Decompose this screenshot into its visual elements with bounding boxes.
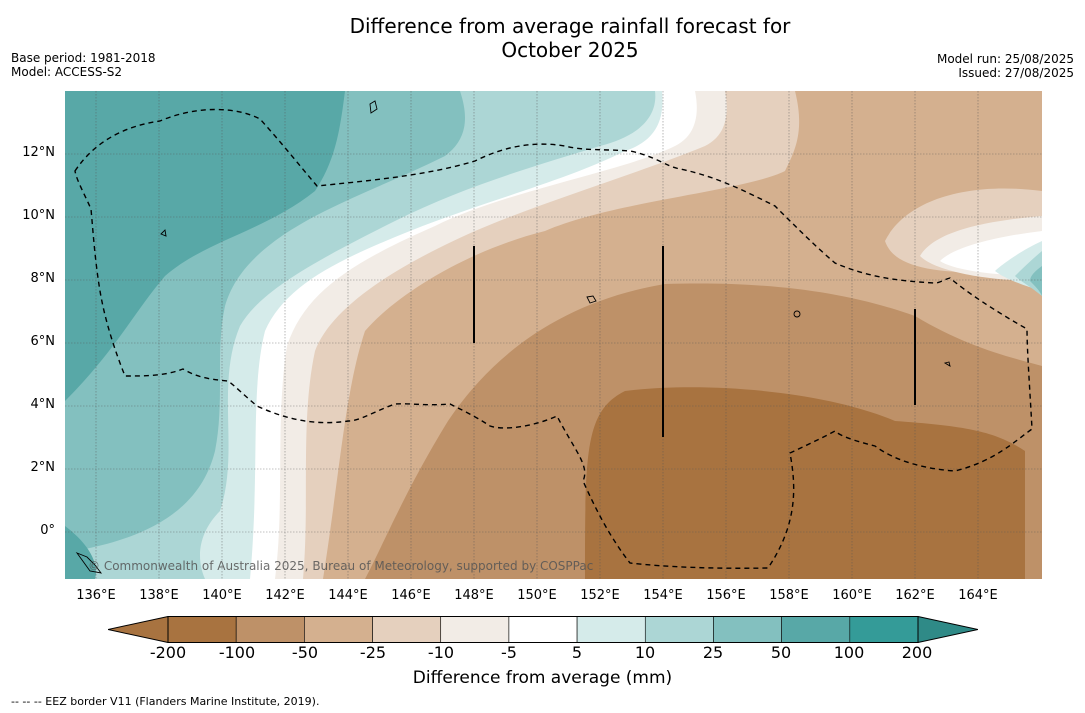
colorbar-tick: 100 <box>833 643 865 662</box>
model-run: Model run: 25/08/2025 <box>936 52 1074 66</box>
colorbar-extend-low <box>108 616 169 643</box>
colorbar-cell <box>849 616 919 643</box>
model-name: Model: ACCESS-S2 <box>11 65 123 79</box>
colorbar-cell <box>508 616 578 643</box>
colorbar-tick: 25 <box>702 643 724 662</box>
lat-label: 2°N <box>30 460 56 475</box>
colorbar-tick: 5 <box>571 643 583 662</box>
colorbar-cells <box>108 616 978 643</box>
lat-label: 10°N <box>22 208 55 223</box>
colorbar-tick: -100 <box>218 643 256 662</box>
colorbar-tick: 200 <box>901 643 933 662</box>
metadata-right: Model run: 25/08/2025 Issued: 27/08/2025 <box>937 52 1074 80</box>
lon-label: 150°E <box>517 588 557 603</box>
map-title: Difference from average rainfall forecas… <box>240 14 900 62</box>
colorbar-tick: -5 <box>501 643 517 662</box>
lon-label: 144°E <box>328 588 368 603</box>
colorbar-cell <box>372 616 442 643</box>
issued-date: Issued: 27/08/2025 <box>958 66 1074 80</box>
colorbar-cell <box>781 616 851 643</box>
island-outlines <box>75 100 951 574</box>
colorbar-cell <box>235 616 305 643</box>
colorbar-cell <box>167 616 237 643</box>
terrain-markers <box>473 246 916 437</box>
colorbar-tick: -25 <box>359 643 387 662</box>
lat-label: 8°N <box>30 271 56 286</box>
title-line-1: Difference from average rainfall forecas… <box>349 14 791 38</box>
title-line-2: October 2025 <box>501 38 639 62</box>
colorbar-cell <box>644 616 714 643</box>
lon-label: 138°E <box>139 588 179 603</box>
colorbar-tick: 10 <box>634 643 656 662</box>
colorbar-tick: -10 <box>427 643 455 662</box>
lon-label: 158°E <box>769 588 809 603</box>
eez-border <box>74 108 1033 569</box>
colorbar-frame <box>167 616 919 643</box>
base-period: Base period: 1981-2018 <box>11 51 156 65</box>
lon-label: 152°E <box>580 588 620 603</box>
lat-label: 6°N <box>30 334 56 349</box>
lon-label: 164°E <box>958 588 998 603</box>
colorbar-cell <box>440 616 510 643</box>
colorbar-cell <box>304 616 373 643</box>
lon-label: 142°E <box>265 588 305 603</box>
metadata-left: Base period: 1981-2018 Model: ACCESS-S2 <box>11 51 156 79</box>
colorbar-extend-high <box>917 616 978 643</box>
lon-label: 136°E <box>76 588 116 603</box>
colorbar-label: Difference from average (mm) <box>412 668 673 688</box>
colorbar-tick: -50 <box>291 643 319 662</box>
colorbar-tick: 50 <box>770 643 792 662</box>
zone-plus-25 <box>65 91 1042 549</box>
eez-footnote: -- -- -- EEZ border V11 (Flanders Marine… <box>11 695 320 708</box>
colorbar <box>108 616 978 643</box>
zone-plus-50 <box>65 91 345 579</box>
lon-label: 140°E <box>202 588 242 603</box>
lon-label: 148°E <box>454 588 494 603</box>
lon-label: 146°E <box>391 588 431 603</box>
lat-label: 4°N <box>30 397 56 412</box>
rainfall-map <box>65 91 1042 579</box>
lat-label: 12°N <box>22 145 55 160</box>
lon-label: 154°E <box>643 588 683 603</box>
lon-label: 162°E <box>895 588 935 603</box>
colorbar-cell <box>576 616 646 643</box>
lon-label: 160°E <box>832 588 872 603</box>
colorbar-tick: -200 <box>149 643 187 662</box>
copyright-notice: © Commonwealth of Australia 2025, Bureau… <box>88 559 594 573</box>
colorbar-cell <box>713 616 782 643</box>
lat-label: 0° <box>40 523 55 538</box>
lon-label: 156°E <box>706 588 746 603</box>
